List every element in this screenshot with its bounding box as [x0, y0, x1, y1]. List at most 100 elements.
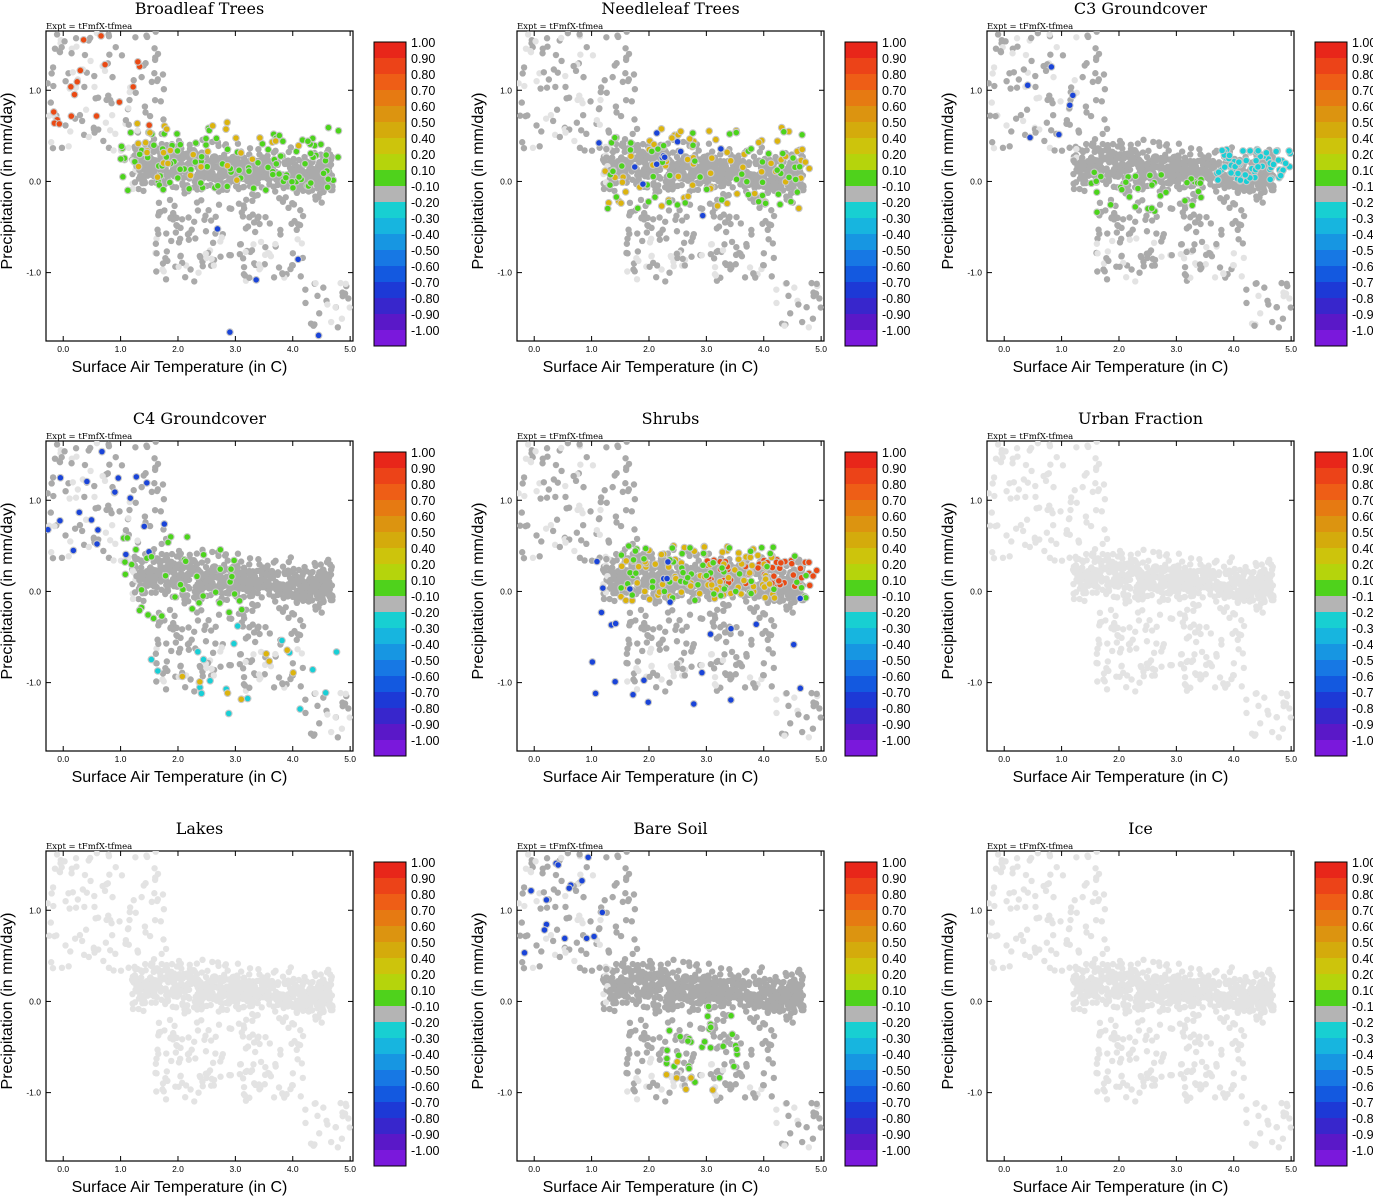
colorbar-label: -0.30 — [411, 212, 440, 226]
scatter-point — [186, 551, 193, 559]
scatter-point — [659, 226, 666, 233]
scatter-point — [160, 495, 168, 503]
colorbar-swatch — [374, 42, 406, 58]
colorbar-label: -1.00 — [882, 324, 911, 338]
scatter-point — [688, 253, 695, 260]
colorbar-swatch — [374, 298, 406, 314]
scatter-point — [1157, 171, 1166, 179]
scatter-point — [711, 135, 720, 144]
scatter-point — [1003, 77, 1010, 85]
scatter-point — [1140, 136, 1147, 144]
scatter-point — [261, 186, 270, 194]
scatter-point — [153, 173, 162, 182]
scatter-point — [163, 248, 171, 255]
scatter-point — [285, 569, 293, 576]
y-axis-label: Precipitation (in mm/day) — [0, 503, 16, 680]
scatter-point — [1243, 286, 1250, 293]
scatter-point — [147, 655, 156, 664]
scatter-point — [1057, 98, 1064, 105]
scatter-point — [783, 280, 790, 287]
scatter-point — [103, 96, 110, 104]
scatter-point — [618, 178, 627, 187]
scatter-point — [817, 304, 824, 311]
scatter-point — [166, 146, 175, 155]
scatter-point — [138, 483, 145, 491]
scatter-point — [285, 614, 292, 622]
colorbar-label: -0.60 — [411, 260, 440, 274]
scatter-point — [202, 212, 209, 219]
scatter-point — [238, 209, 245, 216]
scatter-point — [1157, 162, 1165, 169]
scatter-point — [720, 162, 728, 169]
scatter-point — [619, 78, 627, 86]
scatter-point — [1230, 250, 1238, 257]
scatter-point — [68, 50, 75, 57]
scatter-point — [227, 661, 235, 669]
scatter-point — [248, 155, 257, 164]
scatter-point — [192, 583, 199, 591]
scatter-point — [723, 169, 731, 176]
scatter-point — [597, 88, 604, 96]
scatter-point — [540, 69, 548, 76]
scatter-point — [275, 264, 283, 271]
scatter-point — [617, 112, 625, 120]
scatter-point — [177, 253, 184, 260]
colorbar-swatch — [1315, 234, 1347, 250]
scatter-point — [1265, 301, 1272, 308]
y-tick-label: 0.0 — [500, 176, 512, 186]
scatter-point — [1268, 318, 1276, 326]
scatter-point — [194, 207, 202, 214]
scatter-point — [1092, 96, 1100, 104]
colorbar-swatch — [374, 266, 406, 282]
scatter-point — [1094, 268, 1101, 275]
scatter-point — [1017, 111, 1025, 119]
scatter-point — [1047, 127, 1055, 134]
scatter-point — [230, 590, 239, 598]
scatter-point — [312, 690, 319, 697]
colorbar-swatch — [374, 138, 406, 154]
scatter-point — [768, 177, 775, 184]
scatter-point — [134, 139, 143, 148]
scatter-point — [232, 134, 240, 142]
scatter-point — [725, 130, 734, 138]
scatter-point — [1082, 140, 1090, 148]
x-tick-label: 4.0 — [287, 344, 299, 354]
scatter-point — [264, 145, 273, 154]
scatter-point — [1073, 34, 1080, 41]
scatter-point — [652, 129, 661, 137]
scatter-point — [1218, 231, 1225, 238]
colorbar-swatch — [374, 218, 406, 234]
scatter-point — [791, 284, 798, 291]
scatter-point — [302, 709, 309, 717]
scatter-point — [773, 166, 782, 175]
scatter-point — [1107, 157, 1114, 165]
scatter-point — [712, 163, 719, 171]
scatter-point — [251, 638, 259, 646]
scatter-point — [987, 80, 992, 87]
scatter-point — [140, 472, 147, 479]
scatter-point — [644, 197, 653, 206]
scatter-point — [198, 173, 205, 181]
scatter-point — [1022, 51, 1030, 59]
scatter-point — [306, 179, 315, 187]
scatter-point — [600, 157, 607, 164]
scatter-point — [680, 138, 687, 146]
scatter-point — [1146, 171, 1154, 180]
scatter-point — [1192, 228, 1200, 236]
scatter-point — [297, 587, 304, 594]
scatter-point — [637, 157, 644, 165]
scatter-point — [581, 147, 588, 154]
scatter-point — [601, 77, 608, 84]
scatter-point — [1238, 273, 1245, 280]
scatter-point — [1129, 147, 1136, 154]
colorbar-label: 0.90 — [882, 52, 906, 66]
scatter-point — [258, 575, 265, 583]
scatter-point — [99, 472, 106, 480]
scatter-point — [327, 728, 335, 736]
scatter-point — [281, 569, 288, 576]
scatter-point — [82, 516, 90, 523]
scatter-point — [1033, 95, 1040, 102]
scatter-point — [91, 482, 98, 490]
scatter-point — [1174, 166, 1181, 173]
scatter-point — [562, 72, 569, 80]
